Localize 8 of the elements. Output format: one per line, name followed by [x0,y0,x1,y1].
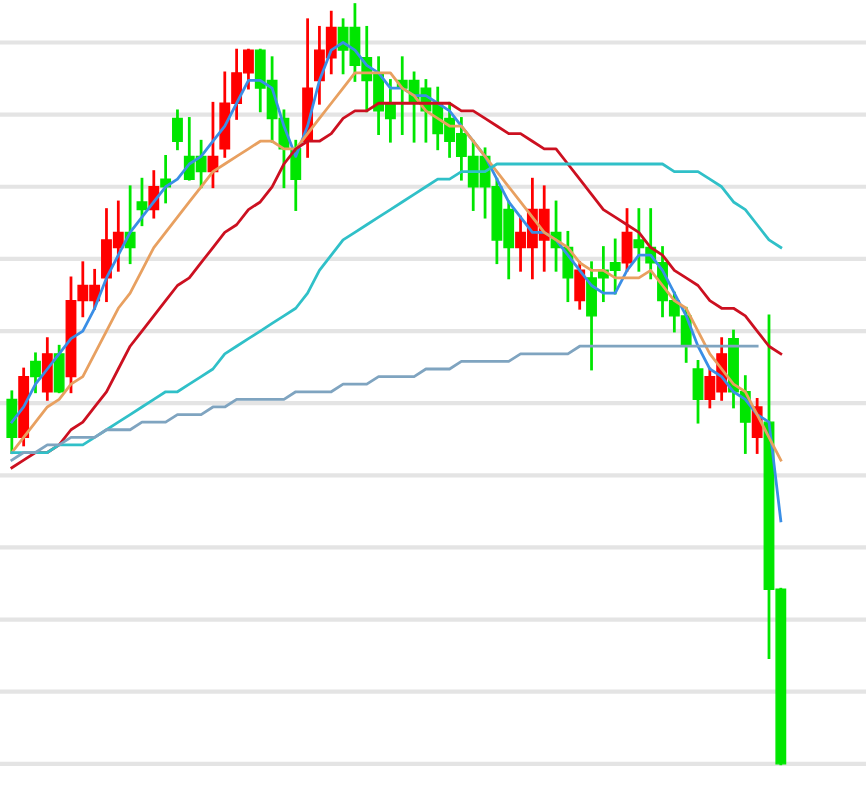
candlestick [692,360,704,424]
candlestick [30,352,41,394]
candlestick [53,344,65,394]
candlestick [621,208,633,272]
candlestick [574,261,586,310]
candlestick [6,390,18,454]
candlestick [136,177,148,227]
candlestick [172,109,183,151]
